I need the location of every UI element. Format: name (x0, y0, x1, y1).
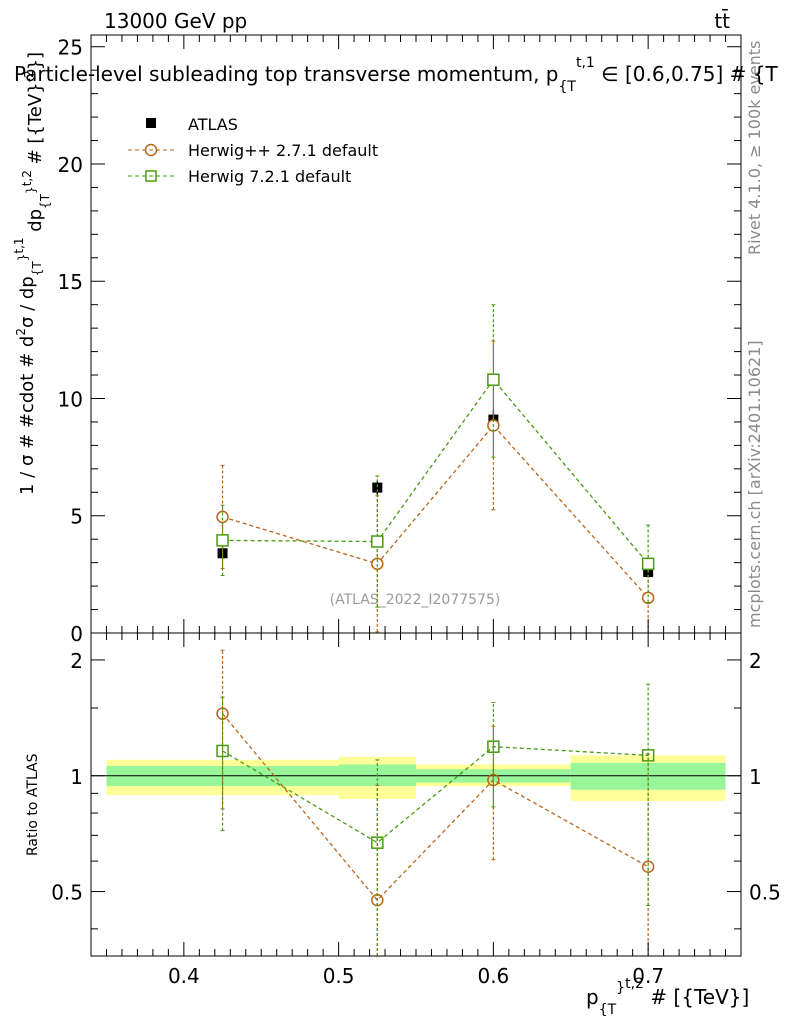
herwig-7-2-1-default-point (216, 534, 229, 547)
main-panel: (ATLAS_2022_I2077575) 0 5 10 15 20 25 (58, 34, 742, 646)
legend-label-herwigpp: Herwig++ 2.7.1 default (188, 141, 378, 160)
x-tick-label: 0.6 (477, 964, 509, 988)
legend-marker-herwigpp (144, 143, 158, 157)
mcplots-label: mcplots.cern.ch [arXiv:2401.10621] (745, 340, 764, 628)
herwig-2-7-1-default-line (222, 424, 649, 599)
main-y-tick-label: 15 (58, 270, 83, 294)
main-y-tick-label: 5 (70, 505, 83, 529)
legend-marker-atlas (146, 118, 156, 128)
header-process-label: tt̄ (714, 8, 730, 33)
legend: ATLAS Herwig++ 2.7.1 default Herwig 7.2.… (128, 115, 378, 186)
atlas-data-point (372, 482, 383, 493)
herwig-7-2-1-default-point (487, 373, 500, 386)
main-y-tick-label: 0 (70, 622, 83, 646)
herwig-7-2-1-default-ratio-point (371, 836, 384, 849)
ratio-y-axis-label: Ratio to ATLAS (25, 753, 41, 856)
herwig-7-2-1-default-point (641, 557, 655, 571)
x-tick-label: 0.5 (323, 964, 355, 988)
main-y-axis-label: 1 / σ # #cdot # d2σ / dp{T}t,1 dp{T}t,2 … (12, 52, 52, 495)
herwig-2-7-1-default-point (216, 510, 229, 524)
ratio-y-tick-label: 1 (70, 765, 83, 789)
herwig-7-2-1-default-ratio-point (641, 749, 655, 762)
herwig-7-2-1-default-line (222, 378, 649, 565)
ratio-y-tick-label-right: 1 (749, 765, 762, 789)
analysis-watermark: (ATLAS_2022_I2077575) (330, 592, 501, 608)
herwig-2-7-1-default-ratio-line (222, 713, 649, 902)
legend-label-herwig7: Herwig 7.2.1 default (188, 167, 351, 186)
main-y-tick-label: 25 (58, 36, 83, 60)
herwig-7-2-1-default-ratio-point (216, 744, 229, 758)
herwig-7-2-1-default-point (371, 535, 384, 548)
plot-title: Particle-level subleading top transverse… (14, 55, 778, 95)
main-y-tick-label: 20 (58, 153, 83, 177)
ratio-y-tick-label: 0.5 (51, 881, 83, 905)
ratio-y-tick-label-right: 0.5 (749, 881, 781, 905)
ratio-y-tick-label-right: 2 (749, 649, 762, 673)
x-tick-label: 0.7 (632, 964, 664, 988)
ratio-y-tick-label: 2 (70, 649, 83, 673)
main-y-tick-label: 10 (58, 387, 83, 411)
legend-marker-herwig7 (145, 170, 157, 182)
header-energy-label: 13000 GeV pp (104, 9, 247, 33)
herwig-7-2-1-default-ratio-line (222, 746, 649, 844)
ratio-panel: 0.5 0.5 1 1 2 2 0.4 0.5 0.6 0.7 (51, 632, 781, 988)
herwig-7-2-1-default-ratio-point (487, 740, 500, 753)
x-tick-label: 0.4 (168, 964, 200, 988)
legend-label-atlas: ATLAS (188, 115, 238, 134)
x-axis-label: p{T}t,2 # [{TeV}] (586, 976, 749, 1018)
herwig-2-7-1-default-ratio-point (641, 860, 655, 874)
rivet-version-label: Rivet 4.1.0, ≥ 100k events (745, 41, 764, 255)
